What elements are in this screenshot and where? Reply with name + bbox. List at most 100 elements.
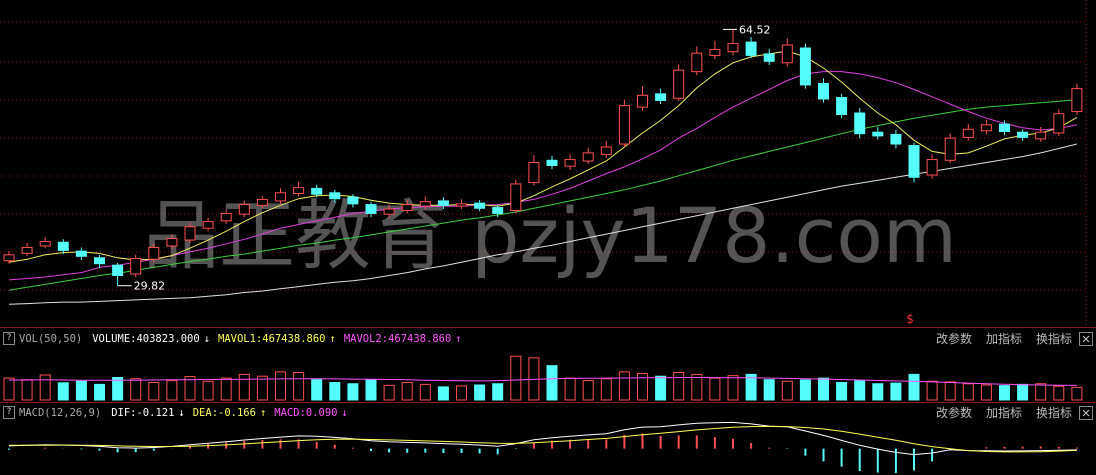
volume-bar [311, 379, 323, 401]
candle-body [890, 133, 902, 145]
candle-body [836, 97, 848, 115]
volume-bar [600, 378, 612, 401]
candle-body [799, 47, 811, 86]
volume-bar [836, 382, 848, 401]
volume-bar [691, 373, 703, 401]
candle-body [130, 258, 142, 275]
volume-bar [293, 372, 305, 401]
volume-bar [709, 377, 721, 401]
volume-bar [94, 383, 105, 401]
candle-body [600, 146, 612, 155]
volume-bar [564, 377, 576, 401]
candle-body [980, 124, 992, 132]
candle-body [546, 159, 558, 166]
toolbar-button[interactable]: 加指标 [985, 406, 1022, 420]
candle-body [564, 159, 576, 167]
moving-average-line [8, 71, 1078, 281]
candle-body [437, 200, 449, 206]
candle-body [456, 203, 467, 207]
indicator-arrow: ↓ [203, 332, 211, 345]
volume-bar [908, 373, 920, 401]
candle-body [745, 41, 757, 56]
volume-bar [238, 373, 250, 401]
volume-bar [1071, 386, 1083, 401]
volume-bar [202, 380, 214, 401]
candle-body [329, 192, 341, 200]
volume-bar [456, 385, 467, 401]
volume-bar [220, 377, 232, 401]
annotation: 64.52 [739, 23, 771, 36]
candle-body [57, 241, 69, 251]
volume-bar [926, 380, 938, 401]
volume-bar [546, 365, 558, 401]
annotation: 29.82 [134, 280, 166, 293]
toolbar-button[interactable]: 改参数 [935, 332, 972, 346]
volume-bar [383, 384, 395, 401]
candle-body [39, 241, 51, 247]
candle-body [872, 131, 884, 137]
toolbar-button[interactable]: 改参数 [935, 406, 972, 420]
indicator-value: VOLUME:403823.000 [92, 332, 200, 345]
volume-bar [1017, 383, 1029, 401]
volume-bar [166, 380, 178, 401]
volume-bar [582, 380, 594, 401]
candle-body [637, 94, 648, 108]
close-button[interactable] [1079, 406, 1093, 420]
indicator-header: ? MACD(12,26,9) DIF:-0.121 ↓ DEA:-0.166 ↑ MACD… [0, 404, 1096, 421]
candle-body [401, 204, 413, 212]
volume-bar [437, 386, 449, 401]
toolbar: 改参数 加指标 换指标 [926, 404, 1076, 421]
candle-body [709, 48, 721, 56]
volume-bar [745, 373, 757, 401]
candle-body [293, 187, 305, 195]
volume-bar [999, 385, 1010, 401]
help-button[interactable]: ? [3, 332, 15, 345]
candle-body [818, 82, 829, 100]
indicator-name: VOL(50,50) [19, 332, 83, 345]
indicator-value: DIF:-0.121 [111, 406, 175, 419]
volume-bar [980, 384, 992, 401]
candle-body [365, 204, 377, 214]
volume-bar [1053, 385, 1065, 401]
candle-body [908, 145, 920, 178]
volume-bar [799, 379, 811, 401]
moving-average-line [8, 99, 1077, 291]
candle-body [256, 198, 268, 206]
candle-body [926, 159, 938, 176]
indicator-value: MACD:0.090 [274, 406, 338, 419]
candle-body [582, 152, 594, 162]
candle-body [655, 93, 667, 101]
volume-bar [655, 375, 667, 401]
close-button[interactable] [1079, 332, 1093, 346]
volume-bar [275, 371, 286, 401]
close-icon [1082, 335, 1090, 343]
volume-bar [492, 383, 504, 401]
help-button[interactable]: ? [3, 406, 15, 419]
candle-body [238, 204, 250, 215]
dea-line [9, 425, 1077, 453]
candle-body [21, 246, 33, 254]
indicator-value: MAVOL1:467438.860 [218, 332, 326, 345]
candle-body [618, 105, 630, 145]
candle-body [528, 162, 540, 183]
candle-body [944, 137, 956, 161]
toolbar-button[interactable]: 换指标 [1035, 332, 1072, 346]
candle-body [781, 44, 793, 64]
indicator-name: MACD(12,26,9) [19, 406, 102, 419]
candle-body [1071, 88, 1083, 113]
volume-bar [673, 372, 685, 401]
moving-average-line [8, 143, 1078, 305]
candle-body [492, 207, 504, 214]
volume-bar [365, 379, 377, 401]
candle-body [763, 53, 775, 62]
volume-bar [727, 375, 739, 401]
volume-bar [3, 377, 15, 401]
candle-body [999, 123, 1010, 132]
toolbar-button[interactable]: 换指标 [1035, 406, 1072, 420]
toolbar-button[interactable]: 加指标 [985, 332, 1022, 346]
candle-body [220, 212, 232, 222]
candle-body [1053, 113, 1065, 134]
candle-body [202, 221, 214, 229]
indicator-header: ? VOL(50,50) VOLUME:403823.000 ↓ MAVOL1:4674… [0, 330, 1096, 347]
